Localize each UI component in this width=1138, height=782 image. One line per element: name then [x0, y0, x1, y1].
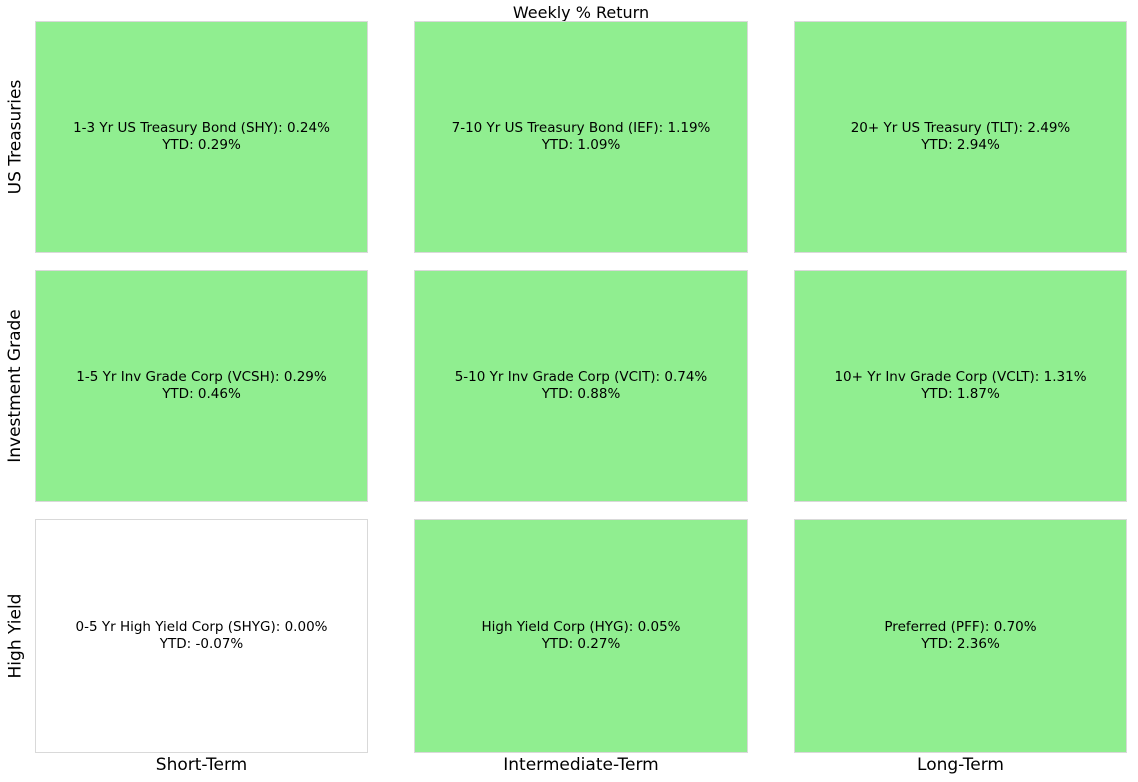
row-label-investment-grade: Investment Grade — [0, 270, 30, 502]
cell-shy: 1-3 Yr US Treasury Bond (SHY): 0.24% YTD… — [35, 21, 368, 253]
row-axis-labels: US Treasuries Investment Grade High Yiel… — [0, 21, 30, 753]
cell-return-text: 10+ Yr Inv Grade Corp (VCLT): 1.31% — [834, 369, 1087, 385]
cell-ytd-text: YTD: -0.07% — [159, 636, 244, 652]
cell-pff: Preferred (PFF): 0.70% YTD: 2.36% — [794, 519, 1127, 753]
cell-return-text: 1-5 Yr Inv Grade Corp (VCSH): 0.29% — [76, 369, 327, 385]
column-axis-labels: Short-Term Intermediate-Term Long-Term — [35, 755, 1127, 776]
cell-ytd-text: YTD: 0.46% — [162, 386, 241, 402]
cell-ytd-text: YTD: 0.27% — [541, 636, 621, 652]
cell-return-text: 1-3 Yr US Treasury Bond (SHY): 0.24% — [73, 120, 330, 136]
cell-hyg: High Yield Corp (HYG): 0.05% YTD: 0.27% — [414, 519, 748, 753]
col-label-short-term: Short-Term — [155, 755, 248, 775]
cell-ytd-text: YTD: 1.87% — [921, 386, 1000, 402]
cell-ytd-text: YTD: 0.88% — [541, 386, 621, 402]
row-label-us-treasuries: US Treasuries — [0, 21, 30, 253]
col-label-long-term: Long-Term — [917, 755, 1004, 775]
cell-return-text: 7-10 Yr US Treasury Bond (IEF): 1.19% — [451, 120, 711, 136]
cell-vcsh: 1-5 Yr Inv Grade Corp (VCSH): 0.29% YTD:… — [35, 270, 368, 502]
cell-ief: 7-10 Yr US Treasury Bond (IEF): 1.19% YT… — [414, 21, 748, 253]
cell-tlt: 20+ Yr US Treasury (TLT): 2.49% YTD: 2.9… — [794, 21, 1127, 253]
row-label-text: US Treasuries — [5, 79, 25, 195]
cell-return-text: Preferred (PFF): 0.70% — [884, 619, 1037, 635]
cell-vcit: 5-10 Yr Inv Grade Corp (VCIT): 0.74% YTD… — [414, 270, 748, 502]
cell-ytd-text: YTD: 2.94% — [921, 137, 1000, 153]
chart-title: Weekly % Return — [512, 3, 650, 22]
row-label-text: High Yield — [5, 593, 26, 679]
cell-ytd-text: YTD: 1.09% — [541, 137, 621, 153]
cell-ytd-text: YTD: 0.29% — [162, 137, 241, 153]
heatmap-grid: 1-3 Yr US Treasury Bond (SHY): 0.24% YTD… — [35, 21, 1127, 753]
cell-return-text: 5-10 Yr Inv Grade Corp (VCIT): 0.74% — [454, 369, 708, 385]
row-label-text: Investment Grade — [5, 309, 25, 463]
cell-return-text: 20+ Yr US Treasury (TLT): 2.49% — [850, 120, 1071, 136]
row-label-high-yield: High Yield — [0, 519, 30, 753]
cell-return-text: High Yield Corp (HYG): 0.05% — [481, 619, 681, 635]
cell-shyg: 0-5 Yr High Yield Corp (SHYG): 0.00% YTD… — [35, 519, 368, 753]
cell-vclt: 10+ Yr Inv Grade Corp (VCLT): 1.31% YTD:… — [794, 270, 1127, 502]
col-label-intermediate-term: Intermediate-Term — [503, 755, 659, 775]
cell-return-text: 0-5 Yr High Yield Corp (SHYG): 0.00% — [75, 619, 328, 635]
cell-ytd-text: YTD: 2.36% — [921, 636, 1000, 652]
